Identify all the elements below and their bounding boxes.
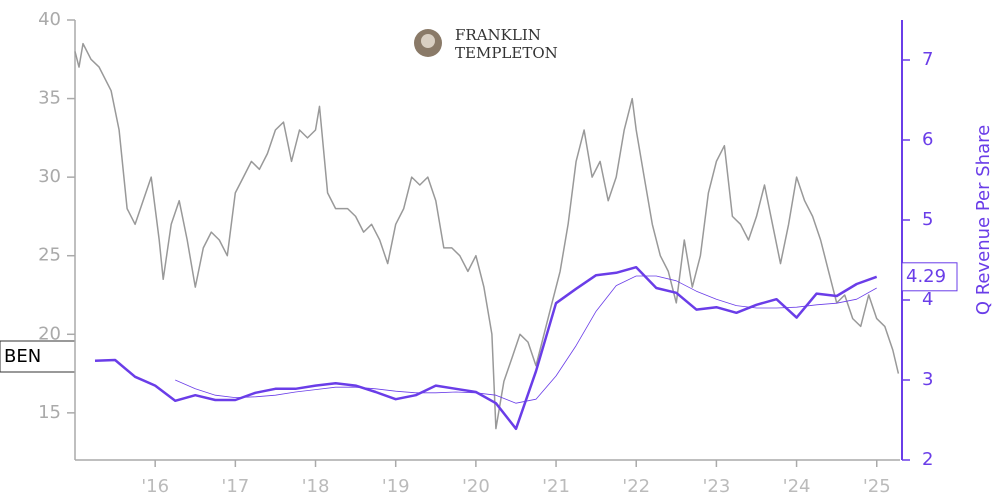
y-tick-label: 35 <box>38 88 61 109</box>
series-line <box>74 42 900 430</box>
y2-axis-label: Q Revenue Per Share <box>973 125 994 315</box>
x-tick-label: '24 <box>783 476 811 497</box>
y2-tick-label: 7 <box>922 49 933 70</box>
y2-tick-label: 5 <box>922 209 933 230</box>
y-tick-label: 25 <box>38 245 61 266</box>
logo-text: TEMPLETON <box>455 44 558 62</box>
y-tick-label: 30 <box>38 166 61 187</box>
x-tick-label: '23 <box>702 476 730 497</box>
ticker-box <box>0 340 76 373</box>
x-tick-label: '17 <box>221 476 249 497</box>
y2-tick-label: 3 <box>922 369 933 390</box>
x-tick-label: '20 <box>462 476 490 497</box>
x-tick-label: '16 <box>141 476 169 497</box>
x-tick-label: '22 <box>622 476 650 497</box>
y2-tick-label: 4 <box>922 289 933 310</box>
x-tick-label: '25 <box>863 476 891 497</box>
y2-tick-label: 2 <box>922 449 933 470</box>
logo: FRANKLIN TEMPLETON <box>414 26 558 62</box>
value-tag <box>901 262 958 292</box>
y-tick-label: 20 <box>38 323 61 344</box>
series-line <box>94 265 878 431</box>
value-tag-label: 4.29 <box>906 266 946 287</box>
y2-tick-label: 6 <box>922 129 933 150</box>
x-tick-label: '19 <box>382 476 410 497</box>
x-tick-label: '18 <box>302 476 330 497</box>
logo-face <box>421 34 435 48</box>
y-tick-label: 40 <box>38 9 61 30</box>
logo-text: FRANKLIN <box>455 26 541 44</box>
x-tick-label: '21 <box>542 476 570 497</box>
ticker: BEN <box>4 346 41 367</box>
y-tick-label: 15 <box>38 402 61 423</box>
